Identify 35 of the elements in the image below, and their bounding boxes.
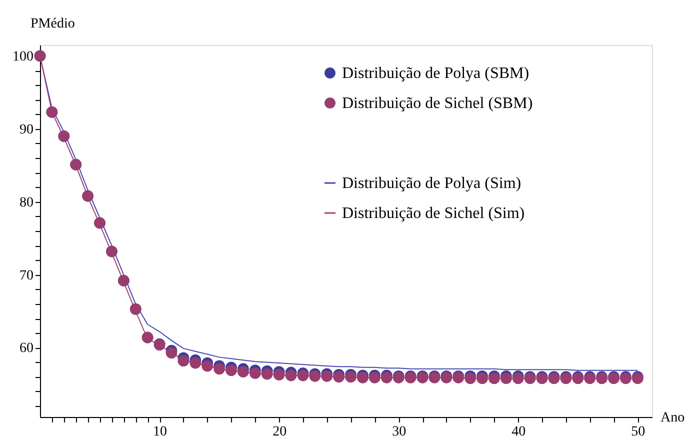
y-tick-label: 90 bbox=[20, 122, 34, 138]
x-tick-label: 20 bbox=[272, 424, 287, 440]
x-tick-label: 40 bbox=[512, 424, 526, 440]
point bbox=[476, 372, 488, 384]
x-tick-label: 50 bbox=[631, 424, 646, 440]
point bbox=[202, 360, 214, 372]
y-axis-title: PMédio bbox=[30, 16, 75, 32]
point bbox=[178, 355, 190, 367]
legend-label: Distribuição de Polya (SBM) bbox=[342, 65, 530, 82]
point bbox=[464, 372, 476, 384]
point bbox=[238, 366, 249, 378]
point bbox=[249, 368, 261, 379]
point bbox=[488, 372, 500, 384]
y-tick-label: 70 bbox=[20, 268, 34, 284]
point bbox=[273, 369, 285, 380]
point bbox=[226, 364, 237, 376]
point bbox=[190, 357, 202, 369]
y-tick-label: 60 bbox=[20, 341, 34, 356]
point bbox=[500, 372, 512, 384]
x-axis-title: Ano bbox=[660, 410, 685, 426]
x-tick-label: 10 bbox=[153, 424, 168, 440]
legend-label: Distribuição de Sichel (SBM) bbox=[342, 95, 533, 112]
y-tick-label: 100 bbox=[12, 49, 34, 64]
point bbox=[512, 372, 524, 384]
point bbox=[261, 368, 273, 380]
point bbox=[166, 347, 178, 358]
point bbox=[333, 371, 345, 383]
legend-label: Distribuição de Sichel (Sim) bbox=[342, 205, 525, 222]
x-tick-label: 30 bbox=[392, 424, 406, 440]
legend-label: Distribuição de Polya (Sim) bbox=[342, 175, 522, 192]
point bbox=[297, 370, 309, 382]
point bbox=[285, 370, 297, 382]
point bbox=[214, 363, 225, 375]
y-tick-label: 80 bbox=[20, 195, 34, 210]
point bbox=[345, 371, 356, 383]
